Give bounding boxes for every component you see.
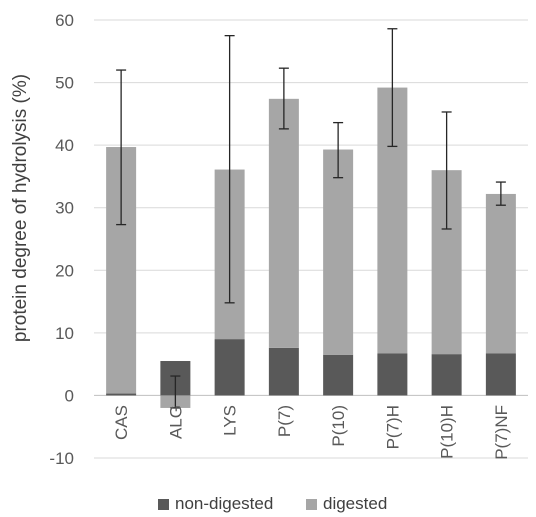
- y-tick-label: 50: [55, 74, 74, 93]
- bar-non-digested-6: [431, 354, 462, 396]
- y-tick-label: 40: [55, 136, 74, 155]
- y-tick-label: 10: [55, 324, 74, 343]
- x-tick-label: P(7)H: [383, 405, 402, 449]
- bar-non-digested-2: [214, 339, 245, 396]
- y-tick-label: 30: [55, 199, 74, 218]
- bar-non-digested-7: [485, 353, 516, 396]
- y-tick-label: -10: [49, 449, 74, 468]
- x-tick-label: CAS: [112, 405, 131, 440]
- y-axis-title: protein degree of hydrolysis (%): [10, 74, 31, 342]
- legend-swatch-0: [158, 499, 169, 510]
- x-tick-label: P(10): [329, 405, 348, 447]
- y-tick-label: 20: [55, 261, 74, 280]
- x-tick-label: LYS: [221, 405, 240, 436]
- y-tick-label: 0: [65, 386, 74, 405]
- bar-non-digested-4: [323, 354, 354, 396]
- bars: [106, 87, 516, 408]
- bar-non-digested-3: [268, 347, 299, 396]
- gridlines: [94, 19, 528, 459]
- bar-digested-3: [268, 98, 299, 348]
- bar-non-digested-5: [377, 353, 408, 396]
- x-tick-label: P(7)NF: [492, 405, 511, 460]
- bar-digested-4: [323, 149, 354, 355]
- y-tick-labels: -10 0 10 20 30 40 50 60: [49, 11, 74, 468]
- y-tick-label: 60: [55, 11, 74, 30]
- error-bars: [116, 28, 506, 409]
- legend-label: digested: [323, 494, 387, 513]
- bar-digested-7: [485, 193, 516, 354]
- x-tick-label: ALG: [166, 405, 185, 439]
- legend-label: non-digested: [175, 494, 273, 513]
- x-tick-labels: CAS ALG LYS P(7) P(10) P(7)H P(10)H P(7)NF: [112, 405, 511, 460]
- legend-swatch-1: [306, 499, 317, 510]
- bar-non-digested-0: [106, 393, 137, 396]
- legend: non-digested digested: [158, 494, 387, 513]
- x-tick-label: P(7): [275, 405, 294, 437]
- x-tick-label: P(10)H: [438, 405, 457, 459]
